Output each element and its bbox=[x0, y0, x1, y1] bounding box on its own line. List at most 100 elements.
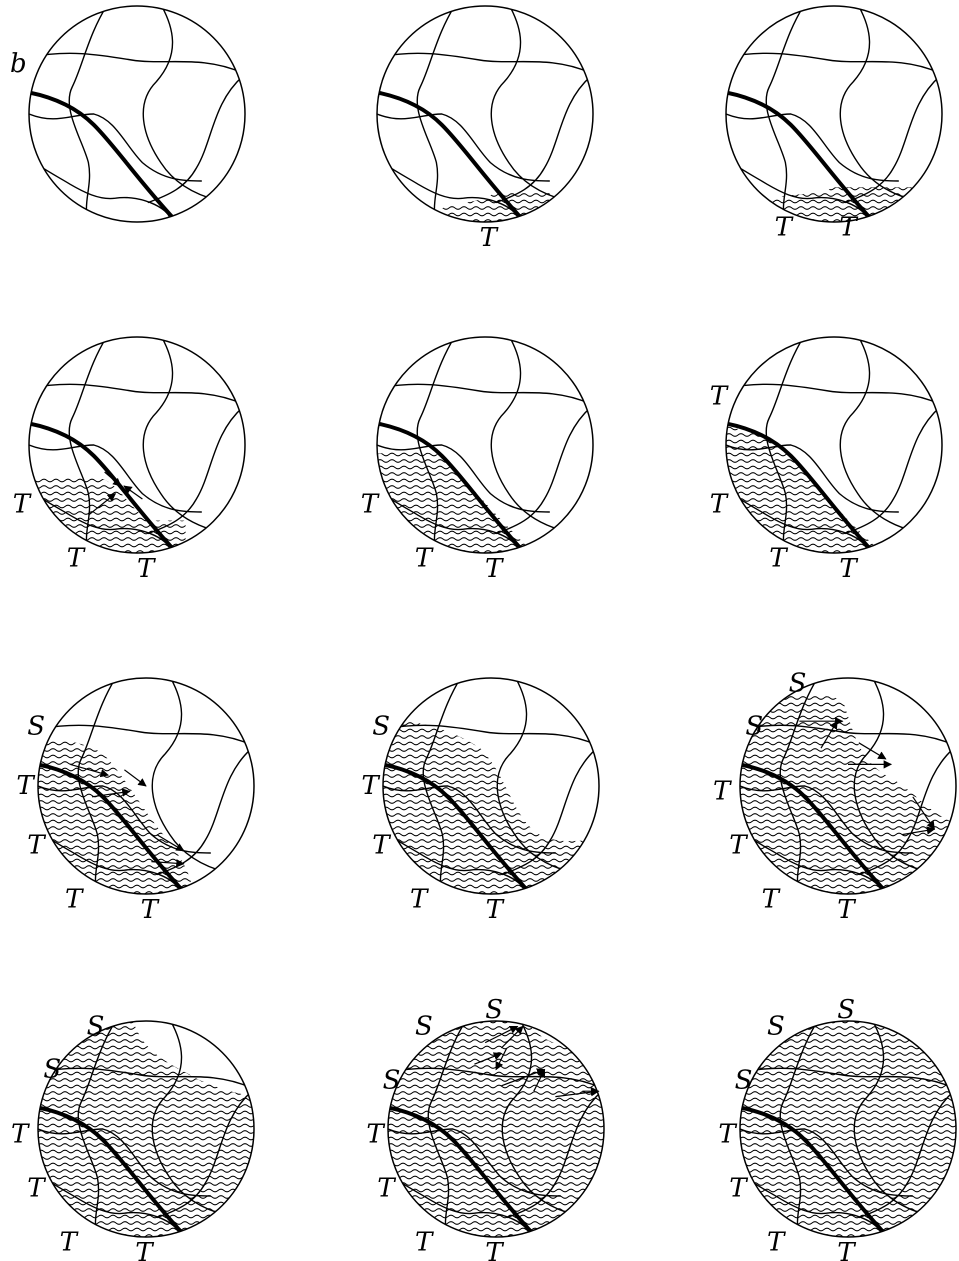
label-t: T bbox=[713, 776, 732, 806]
thick-boundary-line bbox=[388, 1105, 536, 1237]
arrow bbox=[474, 1052, 503, 1065]
grid-line bbox=[151, 1021, 228, 1217]
grid-line bbox=[147, 406, 244, 535]
thick-boundary-line bbox=[377, 90, 525, 222]
grid-line bbox=[839, 337, 916, 533]
arrow bbox=[495, 1047, 508, 1071]
grid-line bbox=[726, 444, 899, 513]
panel-label-b: b bbox=[10, 49, 27, 79]
grid-line bbox=[726, 383, 941, 405]
grid-line bbox=[858, 747, 955, 876]
label-t: T bbox=[480, 223, 499, 253]
grid-line bbox=[501, 1021, 578, 1217]
panel-6: T T T T bbox=[710, 336, 943, 584]
label-s: S bbox=[383, 1065, 401, 1095]
label-t: T bbox=[361, 771, 380, 801]
thick-boundary-line bbox=[377, 421, 525, 553]
panel-1 bbox=[28, 5, 246, 223]
grid-line bbox=[38, 1067, 253, 1089]
grid-line bbox=[142, 337, 219, 533]
grid-line bbox=[34, 162, 171, 222]
grid-line bbox=[68, 6, 111, 222]
grid-line bbox=[853, 678, 930, 874]
circle-outline bbox=[376, 336, 594, 554]
label-s: S bbox=[27, 712, 45, 742]
circle-outline bbox=[725, 5, 943, 223]
label-t: T bbox=[135, 1238, 154, 1261]
grid-line bbox=[151, 678, 228, 874]
grid-line bbox=[844, 75, 941, 204]
grid-line bbox=[495, 75, 592, 204]
panel-4: T T T bbox=[13, 336, 246, 584]
label-t: T bbox=[485, 554, 504, 584]
label-s: S bbox=[735, 1065, 753, 1095]
label-t: T bbox=[377, 1173, 396, 1203]
grid-line bbox=[496, 678, 573, 874]
label-t: T bbox=[27, 830, 46, 860]
arrow bbox=[533, 1068, 546, 1092]
wavy-region bbox=[740, 1021, 956, 1237]
arrow bbox=[124, 769, 147, 787]
label-t: T bbox=[372, 830, 391, 860]
grid-line bbox=[38, 724, 253, 746]
grid-line bbox=[156, 1090, 253, 1219]
grid-line bbox=[68, 337, 111, 553]
label-t: T bbox=[141, 895, 160, 925]
thick-boundary-line bbox=[38, 762, 186, 894]
label-t: T bbox=[366, 1119, 385, 1149]
grid-line bbox=[147, 75, 244, 204]
grid-line bbox=[416, 337, 459, 553]
label-t: T bbox=[710, 381, 729, 411]
label-s: S bbox=[372, 712, 390, 742]
arrow bbox=[151, 859, 185, 868]
grid-line bbox=[382, 493, 519, 553]
grid-line bbox=[388, 834, 525, 894]
grid-line bbox=[765, 337, 808, 553]
grid-line bbox=[388, 1128, 561, 1197]
grid-line bbox=[858, 1090, 955, 1219]
circle-outline bbox=[382, 677, 600, 895]
wavy-region bbox=[425, 193, 550, 222]
arrow bbox=[858, 742, 887, 760]
circle-outline bbox=[387, 1020, 605, 1238]
label-s: S bbox=[485, 995, 503, 1025]
grid-line bbox=[29, 113, 202, 182]
grid-line bbox=[29, 383, 244, 405]
label-s: S bbox=[745, 712, 763, 742]
grid-line bbox=[388, 1067, 603, 1089]
grid-line bbox=[377, 113, 550, 182]
grid-line bbox=[740, 1067, 955, 1089]
grid-line bbox=[416, 6, 459, 222]
thick-boundary-line bbox=[29, 421, 177, 553]
grid-line bbox=[156, 747, 253, 876]
grid-line bbox=[377, 383, 592, 405]
grid-line bbox=[731, 162, 868, 222]
grid-line bbox=[740, 1128, 913, 1197]
label-t: T bbox=[16, 771, 35, 801]
label-t: T bbox=[485, 1238, 504, 1261]
arrow bbox=[88, 493, 117, 516]
grid-line bbox=[29, 52, 244, 74]
grid-line bbox=[740, 785, 913, 854]
label-t: T bbox=[769, 543, 788, 573]
grid-line bbox=[29, 444, 202, 513]
arrow bbox=[70, 763, 110, 778]
grid-line bbox=[377, 52, 592, 74]
label-t: T bbox=[718, 1119, 737, 1149]
label-t: T bbox=[839, 212, 858, 242]
grid-line bbox=[38, 1128, 211, 1197]
label-t: T bbox=[839, 554, 858, 584]
label-t: T bbox=[27, 1173, 46, 1203]
label-s: S bbox=[43, 1055, 61, 1085]
grid-line bbox=[731, 493, 868, 553]
label-t: T bbox=[729, 830, 748, 860]
grid-line bbox=[726, 113, 899, 182]
circle-outline bbox=[739, 677, 957, 895]
label-t: T bbox=[137, 554, 156, 584]
wavy-region bbox=[753, 187, 915, 222]
